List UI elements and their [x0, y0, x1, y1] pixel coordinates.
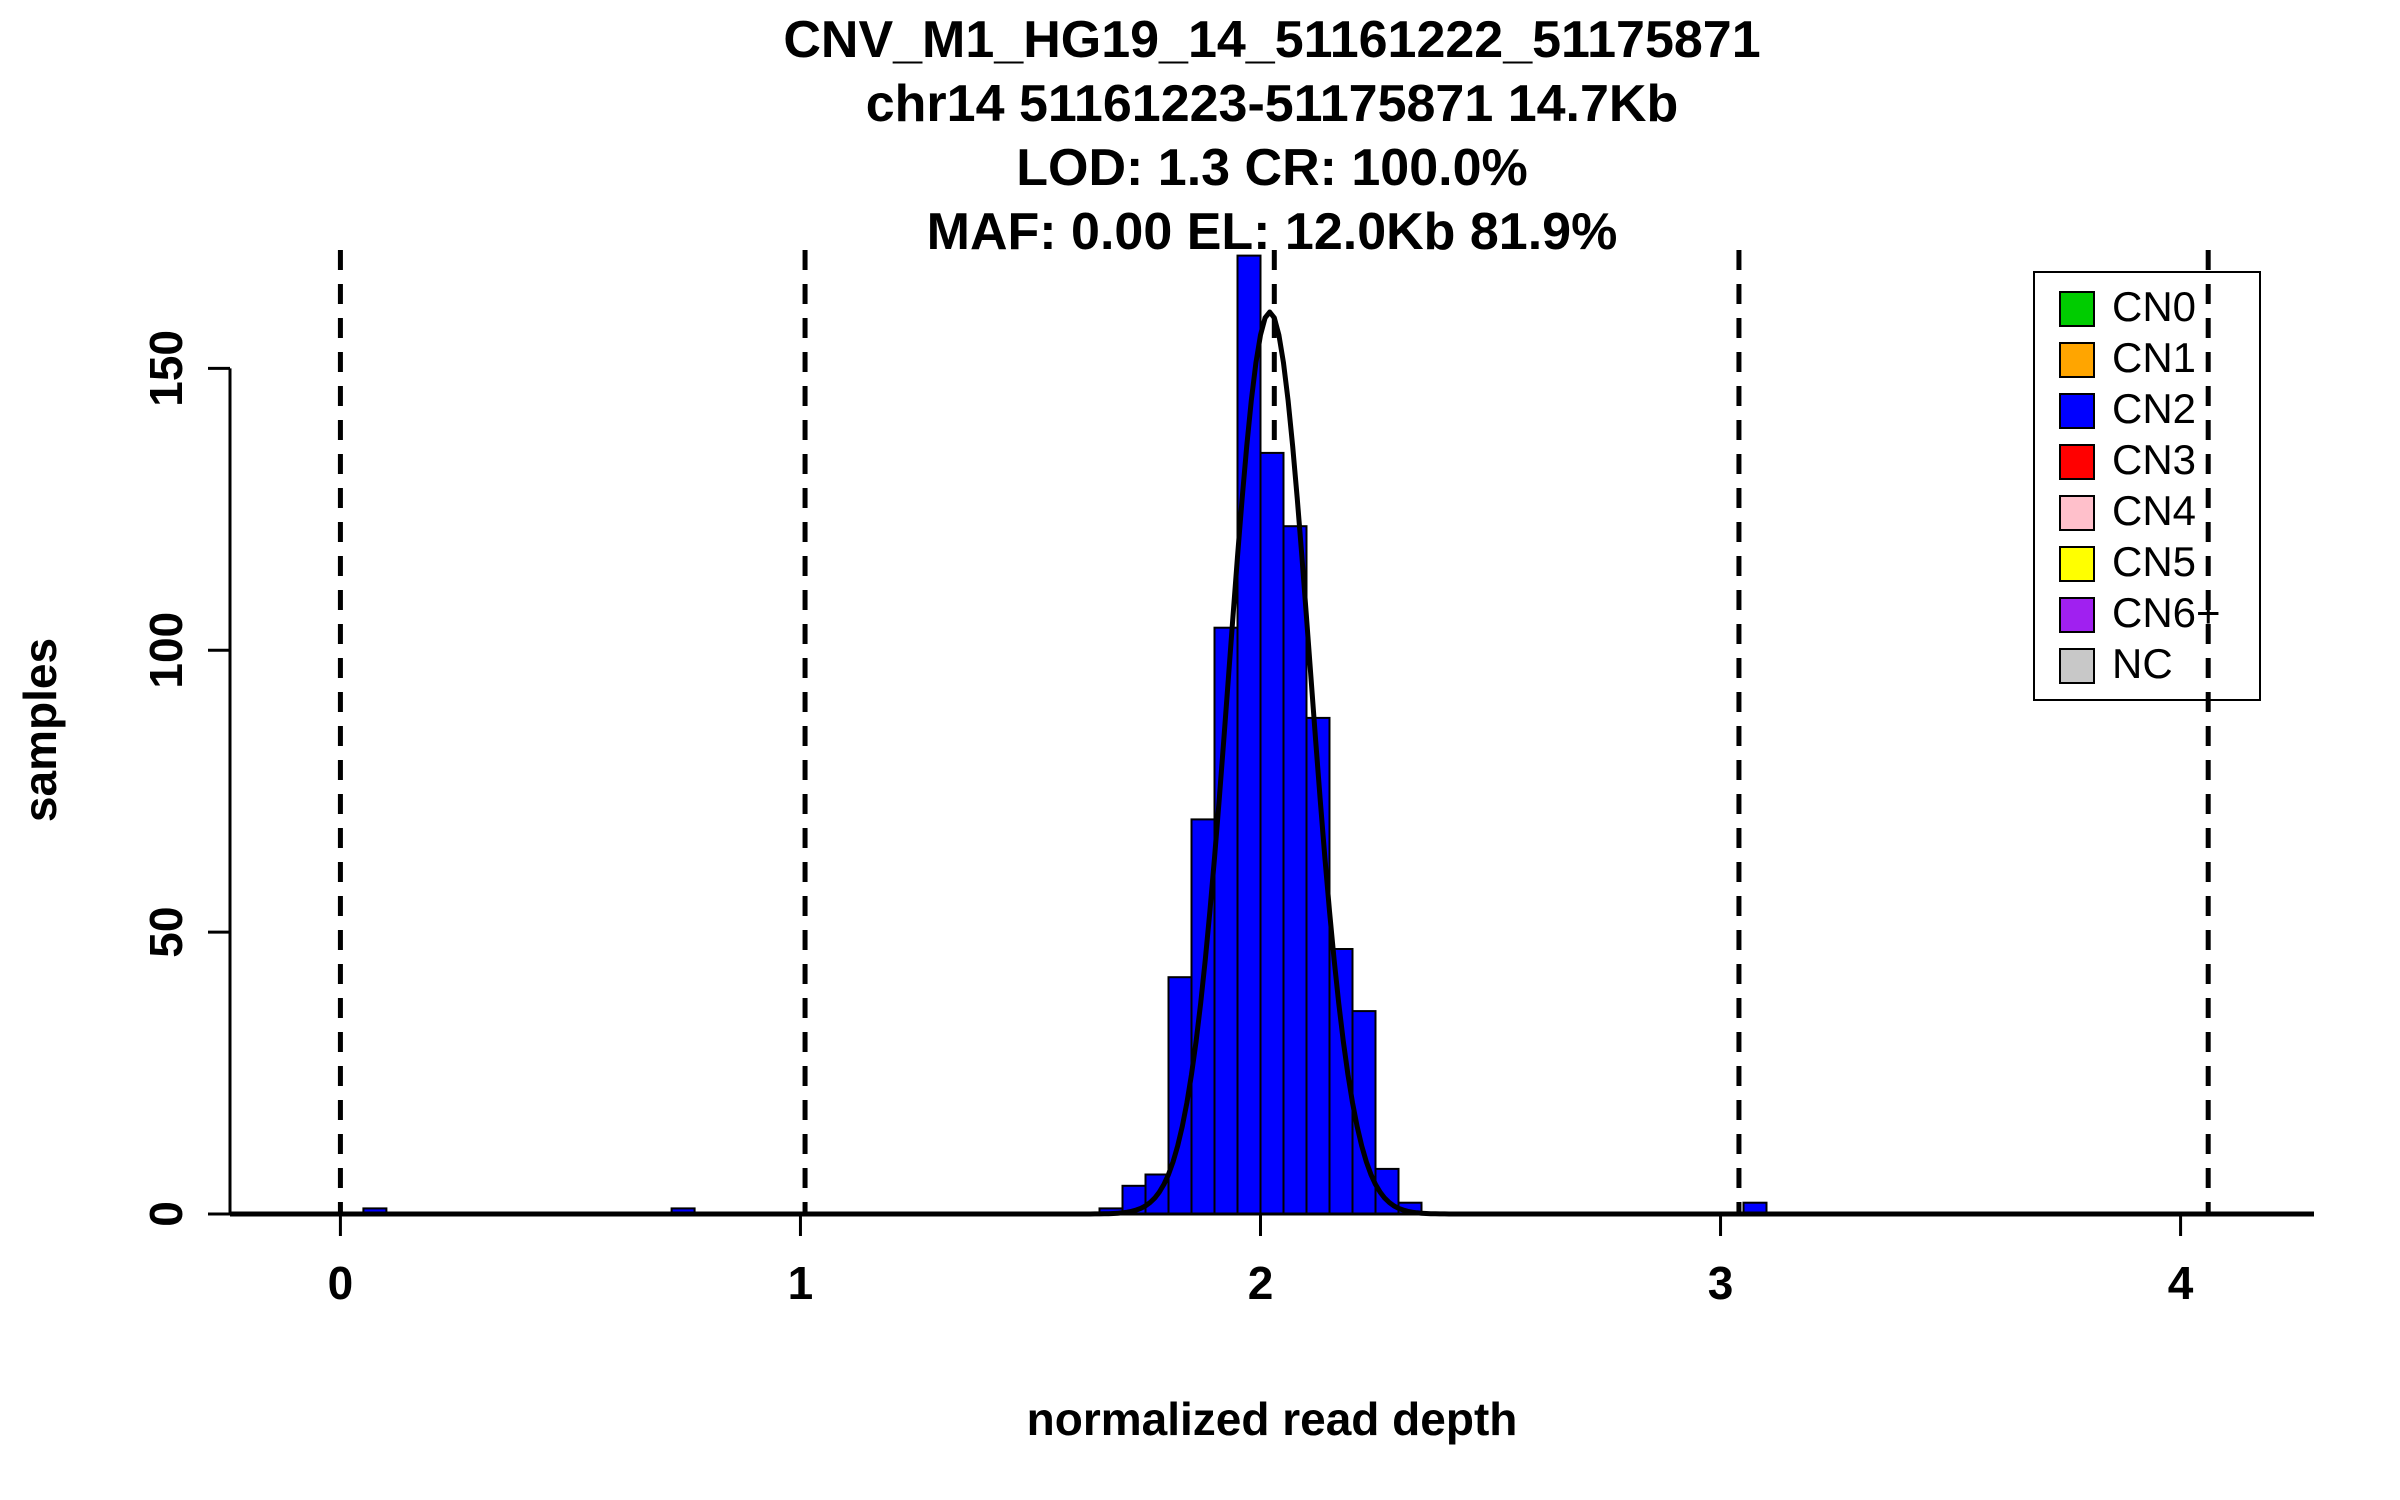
legend-label-cn0: CN0: [2112, 283, 2196, 330]
chart-title-line-2: chr14 51161223-51175871 14.7Kb: [865, 75, 1679, 133]
y-tick-label: 100: [140, 612, 192, 689]
chart-title-line-4: MAF: 0.00 EL: 12.0Kb 81.9%: [926, 203, 1618, 261]
histogram-bar: [1259, 451, 1285, 1215]
legend-swatch-cn5: [2059, 546, 2095, 582]
legend-swatch-nc: [2059, 648, 2095, 684]
legend-label-cn2: CN2: [2112, 385, 2196, 432]
legend-swatch-cn1: [2059, 342, 2095, 378]
legend-label-nc: NC: [2112, 640, 2173, 687]
chart-title-line-3: LOD: 1.3 CR: 100.0%: [1016, 139, 1528, 197]
legend-label-cn6+: CN6+: [2112, 589, 2221, 636]
legend-swatch-cn2: [2059, 393, 2095, 429]
legend-label-cn1: CN1: [2112, 334, 2196, 381]
chart-title-line-1: CNV_M1_HG19_14_51161222_51175871: [783, 11, 1761, 69]
x-tick-label: 0: [328, 1257, 354, 1309]
legend-swatch-cn6+: [2059, 597, 2095, 633]
y-tick-label: 150: [140, 330, 192, 407]
legend-swatch-cn4: [2059, 495, 2095, 531]
y-axis-label: samples: [14, 637, 66, 823]
chart-title-block: CNV_M1_HG19_14_51161222_51175871 chr14 5…: [72, 8, 2400, 264]
legend-swatch-cn3: [2059, 444, 2095, 480]
legend-label-cn5: CN5: [2112, 538, 2196, 585]
x-tick-label: 4: [2168, 1257, 2194, 1309]
legend-box: [2033, 271, 2261, 701]
histogram-bar: [1282, 525, 1308, 1215]
y-tick-label: 50: [140, 907, 192, 958]
legend-swatch-cn0: [2059, 291, 2095, 327]
y-tick-label: 0: [140, 1201, 192, 1227]
x-tick-label: 2: [1248, 1257, 1274, 1309]
x-axis-label: normalized read depth: [1026, 1393, 1518, 1445]
histogram-bars: [362, 254, 1768, 1216]
x-tick-label: 1: [788, 1257, 814, 1309]
legend-label-cn3: CN3: [2112, 436, 2196, 483]
x-tick-label: 3: [1708, 1257, 1734, 1309]
legend-label-cn4: CN4: [2112, 487, 2196, 534]
